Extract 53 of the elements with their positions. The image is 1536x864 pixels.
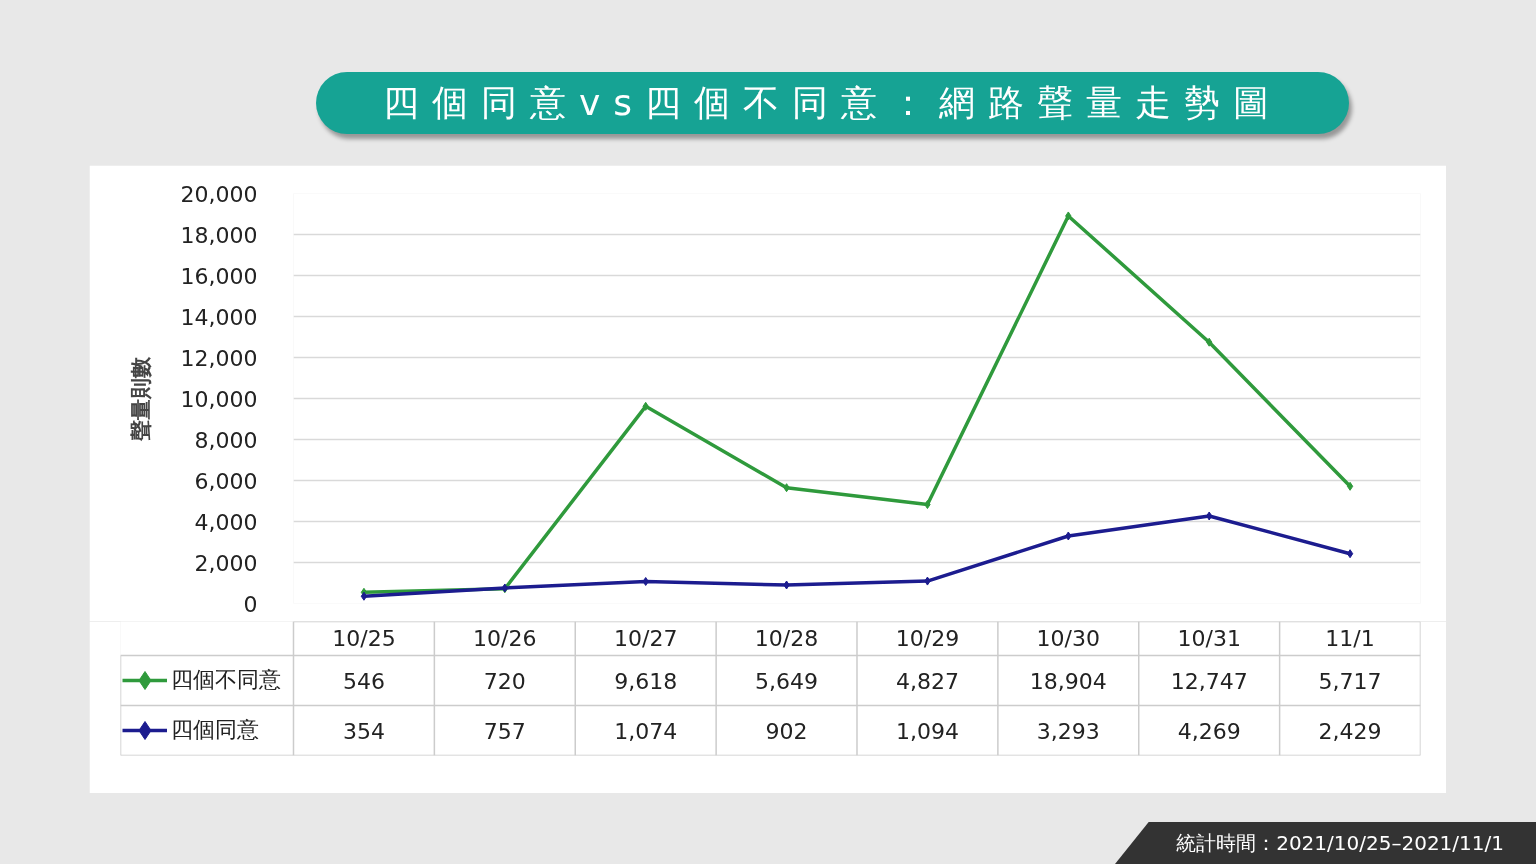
- y-tick-label: 14,000: [180, 304, 258, 330]
- y-tick-label: 16,000: [180, 263, 258, 289]
- data-label: 1,094: [895, 718, 959, 744]
- y-tick-label: 18,000: [180, 222, 258, 248]
- y-tick-label: 2,000: [194, 550, 258, 576]
- point: [783, 483, 790, 493]
- y-axis-title: 聲量則數: [128, 355, 153, 442]
- point: [642, 576, 649, 586]
- data-label: 1,074: [614, 718, 678, 744]
- x-tick-label: 10/29: [895, 626, 960, 651]
- data-label: 720: [483, 668, 526, 694]
- y-tick-label: 0: [243, 591, 258, 617]
- data-label: 757: [483, 718, 526, 744]
- data-label: 546: [342, 668, 385, 694]
- legend-label: 四個不同意: [171, 666, 281, 694]
- legend-label: 四個同意: [171, 716, 259, 744]
- y-tick-label: 8,000: [194, 427, 258, 453]
- data-label: 902: [765, 718, 808, 744]
- x-tick-label: 11/1: [1325, 626, 1375, 651]
- text: 統計時間：2021/10/25–2021/11/1: [1115, 822, 1536, 864]
- x-tick-label: 10/31: [1177, 626, 1241, 651]
- point: [1346, 549, 1354, 559]
- y-tick-label: 6,000: [194, 468, 258, 494]
- x-tick-label: 10/30: [1036, 626, 1101, 651]
- point: [1206, 337, 1213, 347]
- x-tick-label: 10/28: [754, 626, 819, 651]
- data-label: 5,649: [755, 668, 819, 694]
- y-tick-label: 10,000: [180, 386, 258, 412]
- data-label: 2,429: [1318, 718, 1382, 744]
- point: [1065, 531, 1072, 541]
- point: [642, 401, 649, 411]
- data-label: 3,293: [1036, 718, 1100, 744]
- x-tick-label: 10/26: [473, 626, 537, 651]
- y-tick-label: 12,000: [180, 345, 258, 371]
- data-label: 5,717: [1318, 668, 1382, 694]
- data-label: 9,618: [614, 668, 678, 694]
- point: [1346, 481, 1354, 491]
- point: [1206, 511, 1213, 521]
- x-tick-label: 10/27: [613, 626, 678, 651]
- data-label: 354: [342, 718, 385, 744]
- point: [360, 591, 368, 601]
- x-tick-label: 10/25: [332, 626, 396, 651]
- point: [783, 580, 790, 590]
- point: [1065, 211, 1072, 221]
- data-label: 12,747: [1170, 668, 1248, 694]
- y-tick-label: 20,000: [180, 181, 258, 207]
- data-label: 4,269: [1177, 718, 1241, 744]
- point: [924, 576, 931, 586]
- data-label: 4,827: [895, 668, 959, 694]
- point: [924, 500, 931, 510]
- chart-title: 四個同意vs四個不同意：網路聲量走勢圖: [316, 72, 1349, 134]
- y-tick-label: 4,000: [194, 509, 258, 535]
- data-label: 18,904: [1029, 668, 1107, 694]
